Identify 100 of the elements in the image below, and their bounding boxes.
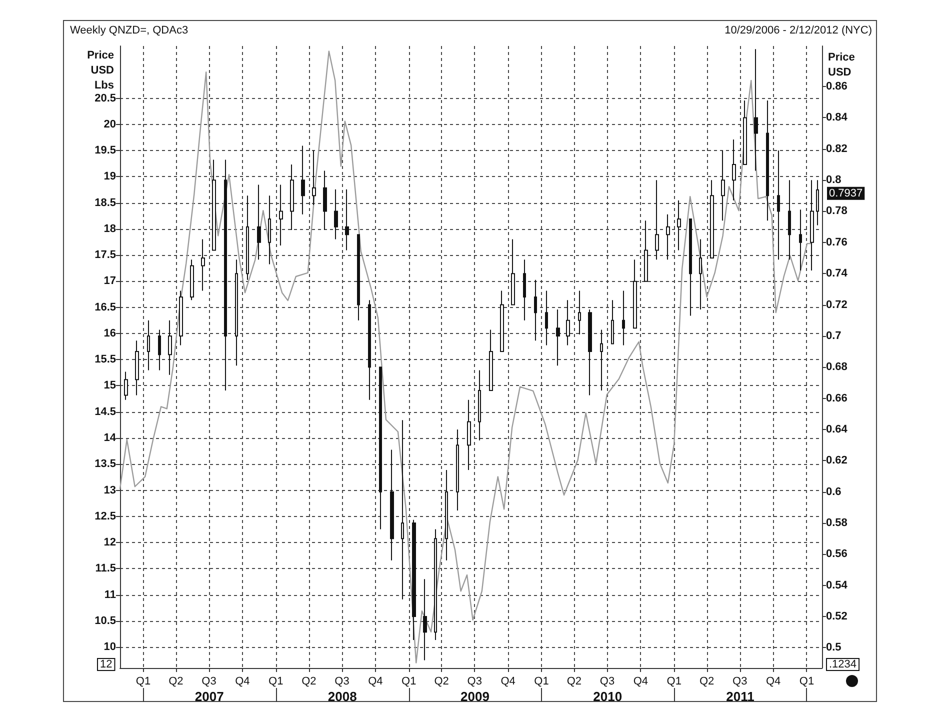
candlestick xyxy=(754,48,758,172)
candlestick xyxy=(279,184,283,246)
y2-tick-label: 0.78 xyxy=(826,205,848,218)
text: 0.7937 xyxy=(829,187,863,200)
candlestick xyxy=(655,180,659,260)
x-tick-label: Q4 xyxy=(766,676,781,688)
y-tick-label: 16.5 xyxy=(94,301,116,314)
x2-tick-label: 2007 xyxy=(194,689,224,704)
candlestick xyxy=(489,329,493,392)
x-tick-label: Q1 xyxy=(136,676,151,688)
candlestick xyxy=(467,399,471,471)
x-tick-label: Q2 xyxy=(699,676,714,688)
x-tick-label: Q2 xyxy=(302,676,316,688)
y2-tick-label: 0.68 xyxy=(826,361,848,374)
y-tick-label: 13 xyxy=(104,484,116,496)
y-tick-label: 14.5 xyxy=(94,406,116,418)
x-tick-label: Q2 xyxy=(434,676,449,688)
y-tick-label: 15.5 xyxy=(94,354,116,366)
y2-tick-label: 0.66 xyxy=(826,392,848,404)
candlestick xyxy=(644,220,648,282)
candlestick xyxy=(235,259,238,366)
candlestick xyxy=(179,290,183,346)
y-tick-label: 14 xyxy=(104,432,117,444)
candlestick xyxy=(423,578,427,661)
candlestick xyxy=(600,329,603,392)
candlestick xyxy=(732,139,736,201)
candlestick xyxy=(357,234,360,321)
candlestick xyxy=(478,370,481,441)
candlestick xyxy=(816,180,819,226)
y2-tick-label: 0.84 xyxy=(826,112,848,124)
x-tick-label: Q2 xyxy=(566,676,582,688)
x-tick-label: Q1 xyxy=(799,676,814,688)
y-tick-label: 18.5 xyxy=(94,196,116,209)
candlestick xyxy=(390,449,394,561)
x-tick-label: Q1 xyxy=(402,676,416,688)
x-tick-label: Q1 xyxy=(666,676,682,688)
y-tick-label: 16 xyxy=(104,327,116,340)
x-tick-label: Q3 xyxy=(732,676,748,688)
y-axis-title: Price USD Lbs xyxy=(87,49,114,92)
candlestick xyxy=(334,188,338,240)
text: .1234 xyxy=(829,658,857,670)
candlestick xyxy=(743,100,747,165)
candlestick xyxy=(124,371,128,400)
x-tick-label: Q1 xyxy=(534,676,549,688)
y-tick-label: 10.5 xyxy=(94,614,116,627)
candlestick xyxy=(212,159,216,251)
candlestick xyxy=(534,279,537,342)
y2-tick-label: 0.5 xyxy=(826,642,842,654)
candlestick xyxy=(246,195,249,280)
y-tick-label: 18 xyxy=(104,222,116,235)
candlestick xyxy=(810,180,814,271)
candlestick xyxy=(578,290,581,335)
candlestick xyxy=(445,470,448,561)
x-tick-label: Q1 xyxy=(268,676,284,688)
y-tick-label: 19.5 xyxy=(94,144,116,157)
candlestick xyxy=(412,519,416,640)
x-tick-label: Q4 xyxy=(368,676,383,688)
candlestick xyxy=(721,150,725,222)
candlestick xyxy=(799,209,802,271)
candlestick xyxy=(633,259,637,329)
x-tick-label: Q4 xyxy=(633,676,648,688)
candlestick xyxy=(345,188,349,251)
y2-tick-label: 0.64 xyxy=(826,423,848,436)
candlestick xyxy=(677,200,681,251)
y2-tick-label: 0.6 xyxy=(826,486,842,498)
candlestick xyxy=(523,259,526,321)
candlestick xyxy=(147,320,150,371)
candlestick xyxy=(788,180,791,260)
candlestick xyxy=(257,184,261,260)
chart-title: Weekly QNZD=, QDAc3 xyxy=(70,24,188,36)
candlestick xyxy=(135,340,139,396)
x-tick-label: Q4 xyxy=(235,676,250,688)
x2-tick-label: 2010 xyxy=(593,689,622,704)
y-tick-label: 12.5 xyxy=(94,510,116,522)
x-tick-label: Q3 xyxy=(202,676,216,688)
candlestick xyxy=(566,300,570,346)
y2-tick-label: 0.62 xyxy=(826,454,848,467)
x-tick-label: Q2 xyxy=(168,676,184,688)
x-tick-label: Q3 xyxy=(334,676,350,688)
y-tick-label: 11.5 xyxy=(95,562,116,575)
candlestick xyxy=(611,300,614,344)
candlestick xyxy=(556,308,560,366)
x-tick-label: Q3 xyxy=(467,676,482,688)
y2-tick-label: 0.8 xyxy=(826,174,842,186)
candlestick xyxy=(588,308,592,396)
candlestick xyxy=(434,528,437,640)
y-tick-label: 17 xyxy=(104,275,116,288)
candlestick xyxy=(323,170,327,230)
candlestick xyxy=(777,150,780,260)
y2-axis-title: Price USD xyxy=(828,52,855,78)
candlestick xyxy=(379,366,382,530)
line-series xyxy=(119,50,812,664)
y2-tick-label: 0.56 xyxy=(826,548,848,560)
x2-tick-label: 2009 xyxy=(460,689,490,704)
candlestick xyxy=(368,300,371,400)
y2-tick-label: 0.58 xyxy=(826,517,848,530)
x2-tick-label: 2008 xyxy=(328,689,357,704)
candlestick xyxy=(689,218,692,316)
candlestick xyxy=(622,290,625,346)
y-tick-label: 20 xyxy=(104,118,116,130)
